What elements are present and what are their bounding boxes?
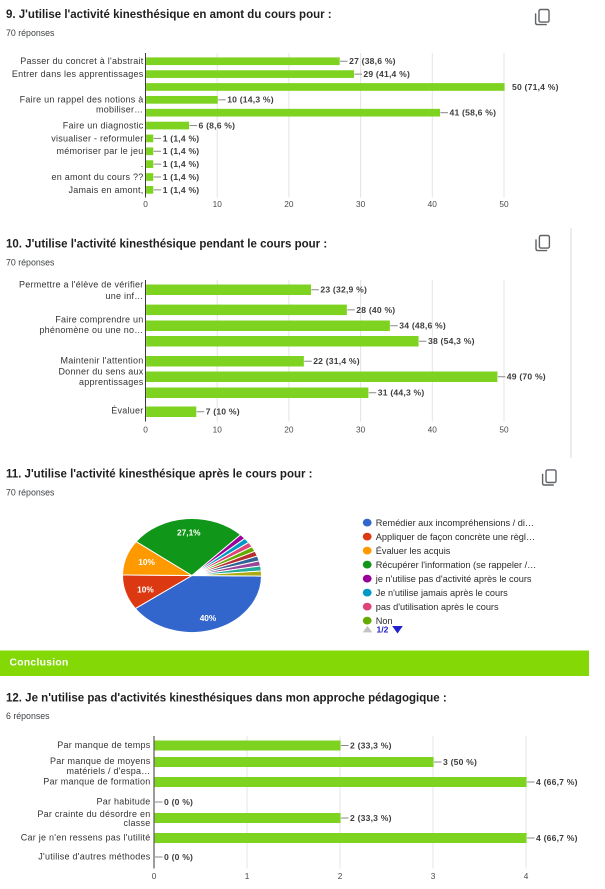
- svg-text:50: 50: [499, 199, 509, 209]
- svg-text:mobiliser…: mobiliser…: [96, 105, 144, 115]
- svg-text:1 (1,4 %): 1 (1,4 %): [163, 172, 200, 182]
- svg-text:70 réponses: 70 réponses: [6, 488, 55, 498]
- svg-text:10%: 10%: [138, 557, 155, 567]
- svg-text:1/2: 1/2: [377, 624, 389, 634]
- svg-text:Passer du concret à l'abstrait: Passer du concret à l'abstrait: [20, 56, 144, 66]
- svg-text:Remédier aux incompréhensions: Remédier aux incompréhensions / di…: [376, 518, 534, 528]
- svg-text:6 (8,6 %): 6 (8,6 %): [199, 120, 236, 130]
- svg-text:70 réponses: 70 réponses: [6, 258, 55, 268]
- svg-text:27 (38,6 %): 27 (38,6 %): [349, 56, 396, 66]
- svg-text:mémoriser par le jeu: mémoriser par le jeu: [56, 146, 143, 156]
- svg-text:28 (40 %): 28 (40 %): [356, 305, 395, 315]
- svg-text:10. J'utilise l'activité kines: 10. J'utilise l'activité kinesthésique p…: [6, 238, 327, 250]
- svg-text:2: 2: [338, 871, 343, 881]
- svg-text:0 (0 %): 0 (0 %): [164, 852, 193, 862]
- svg-text:38 (54,3 %): 38 (54,3 %): [428, 336, 475, 346]
- svg-text:40: 40: [428, 425, 438, 435]
- svg-text:0: 0: [143, 199, 148, 209]
- svg-text:Permettre a l'élève de vérifie: Permettre a l'élève de vérifier: [19, 280, 144, 290]
- svg-text:10: 10: [213, 425, 223, 435]
- svg-text:Par manque de formation: Par manque de formation: [43, 777, 150, 787]
- svg-text:6 réponses: 6 réponses: [6, 711, 50, 721]
- svg-text:je n'utilise pas d'activité ap: je n'utilise pas d'activité après le cou…: [375, 574, 532, 584]
- svg-text:31 (44,3 %): 31 (44,3 %): [378, 388, 425, 398]
- svg-text:10: 10: [213, 199, 223, 209]
- svg-text:12. Je n'utilise pas d'activit: 12. Je n'utilise pas d'activités kinesth…: [6, 693, 447, 705]
- svg-text:0 (0 %): 0 (0 %): [164, 797, 193, 807]
- svg-text:4 (66,7 %): 4 (66,7 %): [536, 833, 578, 843]
- svg-text:matériels / d'espa…: matériels / d'espa…: [66, 766, 150, 776]
- svg-text:Donner du sens aux: Donner du sens aux: [58, 366, 143, 376]
- svg-text:Évaluer les acquis: Évaluer les acquis: [376, 546, 451, 556]
- svg-text:Car je n'en ressens pas l'util: Car je n'en ressens pas l'utilité: [21, 833, 151, 843]
- svg-text:11. J'utilise l'activité kines: 11. J'utilise l'activité kinesthésique a…: [6, 468, 313, 480]
- svg-text:1 (1,4 %): 1 (1,4 %): [163, 146, 200, 156]
- svg-text:Maintenir l'attention: Maintenir l'attention: [60, 356, 143, 366]
- svg-text:Non: Non: [376, 616, 393, 626]
- svg-text:.: .: [141, 159, 144, 169]
- svg-text:50: 50: [499, 425, 509, 435]
- svg-text:70 réponses: 70 réponses: [6, 28, 55, 38]
- svg-text:Conclusion: Conclusion: [10, 658, 69, 669]
- svg-text:Je n'utilise jamais après le c: Je n'utilise jamais après le cours: [376, 588, 508, 598]
- svg-text:pas d'utilisation après le cou: pas d'utilisation après le cours: [376, 602, 499, 612]
- svg-text:2 (33,3 %): 2 (33,3 %): [350, 813, 392, 823]
- svg-text:10 (14,3 %): 10 (14,3 %): [227, 95, 274, 105]
- svg-text:20: 20: [284, 199, 294, 209]
- svg-text:1 (1,4 %): 1 (1,4 %): [163, 185, 200, 195]
- svg-text:Par manque de temps: Par manque de temps: [57, 740, 151, 750]
- svg-text:1: 1: [245, 871, 250, 881]
- svg-text:29 (41,4 %): 29 (41,4 %): [363, 69, 410, 79]
- svg-text:30: 30: [356, 199, 366, 209]
- svg-text:Faire un diagnostic: Faire un diagnostic: [63, 120, 144, 130]
- svg-text:Par habitude: Par habitude: [96, 797, 150, 807]
- svg-text:3: 3: [431, 871, 436, 881]
- svg-text:0: 0: [143, 425, 148, 435]
- svg-text:23 (32,9 %): 23 (32,9 %): [320, 285, 367, 295]
- svg-text:en amont du cours ??: en amont du cours ??: [51, 172, 143, 182]
- svg-text:50 (71,4 %): 50 (71,4 %): [512, 82, 559, 92]
- svg-text:7 (10 %): 7 (10 %): [206, 407, 240, 417]
- svg-text:Évaluer: Évaluer: [111, 406, 143, 416]
- svg-text:3 (50 %): 3 (50 %): [443, 757, 477, 767]
- svg-text:30: 30: [356, 425, 366, 435]
- svg-text:Faire comprendre un: Faire comprendre un: [55, 314, 143, 324]
- svg-text:9. J'utilise l'activité kinest: 9. J'utilise l'activité kinesthésique en…: [6, 9, 332, 21]
- svg-text:apprentissages: apprentissages: [79, 377, 144, 387]
- svg-text:Par manque de moyens: Par manque de moyens: [50, 756, 151, 766]
- svg-text:40: 40: [428, 199, 438, 209]
- svg-text:1 (1,4 %): 1 (1,4 %): [163, 159, 200, 169]
- svg-text:2 (33,3 %): 2 (33,3 %): [350, 740, 392, 750]
- svg-text:49 (70 %): 49 (70 %): [507, 372, 546, 382]
- svg-text:0: 0: [152, 871, 157, 881]
- svg-text:41 (58,6 %): 41 (58,6 %): [450, 108, 497, 118]
- svg-text:Entrer dans les apprentissages: Entrer dans les apprentissages: [12, 69, 144, 79]
- svg-text:Jamais en amont,: Jamais en amont,: [68, 185, 143, 195]
- svg-text:une inf…: une inf…: [105, 291, 143, 301]
- svg-text:Par crainte du désordre en: Par crainte du désordre en: [37, 809, 150, 819]
- svg-text:4: 4: [524, 871, 529, 881]
- svg-text:22 (31,4 %): 22 (31,4 %): [313, 356, 360, 366]
- svg-text:10%: 10%: [137, 585, 154, 595]
- svg-text:Faire un rappel des notions à: Faire un rappel des notions à: [20, 95, 144, 105]
- svg-text:classe: classe: [123, 818, 150, 828]
- svg-text:27,1%: 27,1%: [177, 528, 201, 538]
- svg-text:Récupérer l'information (se ra: Récupérer l'information (se rappeler /…: [376, 560, 537, 570]
- svg-text:1 (1,4 %): 1 (1,4 %): [163, 133, 200, 143]
- svg-text:4 (66,7 %): 4 (66,7 %): [536, 777, 578, 787]
- svg-text:J'utilise d'autres méthodes: J'utilise d'autres méthodes: [38, 852, 150, 862]
- svg-text:40%: 40%: [200, 613, 217, 623]
- svg-text:phénomène ou une no…: phénomène ou une no…: [39, 325, 143, 335]
- svg-text:20: 20: [284, 425, 294, 435]
- svg-text:visualiser - reformuler: visualiser - reformuler: [51, 133, 143, 143]
- svg-text:34 (48,6 %): 34 (48,6 %): [399, 321, 446, 331]
- svg-text:Appliquer de façon concrète un: Appliquer de façon concrète une règl…: [376, 532, 535, 542]
